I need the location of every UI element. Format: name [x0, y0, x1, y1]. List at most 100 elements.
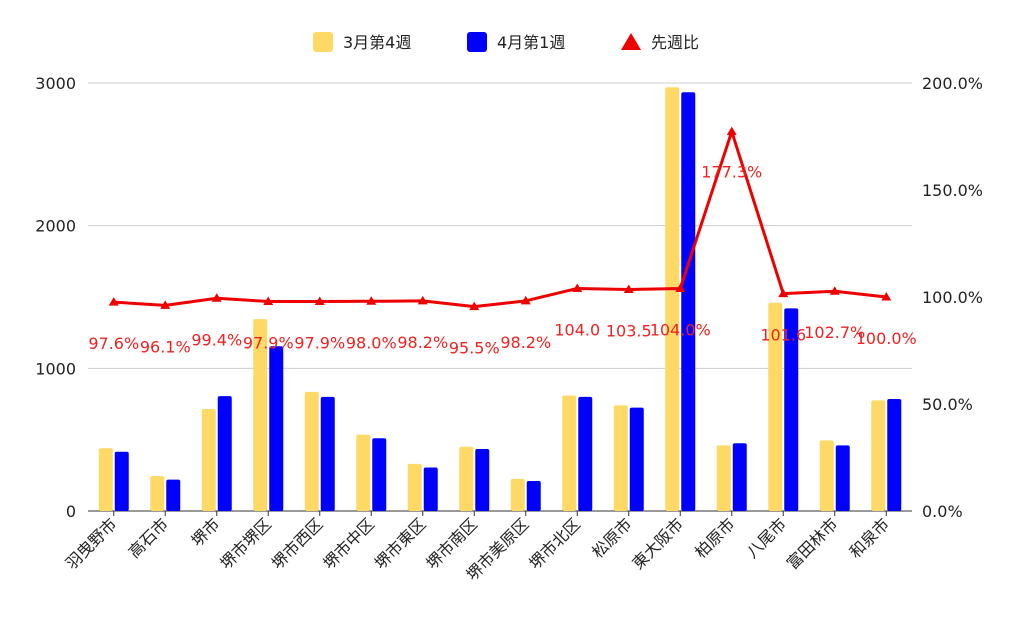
bar-series1: [201, 408, 216, 511]
legend-swatch: [467, 32, 487, 52]
bar-series1: [253, 319, 268, 511]
x-category-label: 羽曳野市: [62, 514, 121, 573]
ratio-data-label: 177.3%: [701, 163, 762, 182]
x-category-label: 柏原市: [691, 514, 738, 561]
bar-series1: [613, 405, 628, 511]
ratio-data-label: 104.0%: [650, 320, 711, 339]
x-category-label: 堺市北区: [525, 514, 584, 573]
ratio-data-label: 96.1%: [140, 337, 191, 356]
bar-series2: [835, 445, 850, 511]
ratio-line: [108, 126, 892, 311]
ratio-line-path: [113, 130, 887, 309]
ratio-data-label: 98.0%: [346, 333, 397, 352]
bar-series1: [768, 302, 783, 511]
x-category-label: 堺市西区: [268, 514, 327, 573]
x-category-label: 和泉市: [846, 514, 893, 561]
bar-series1: [150, 476, 165, 511]
bar-series2: [475, 448, 490, 511]
bar-series2: [423, 467, 438, 511]
x-category-label: 東大阪市: [628, 514, 687, 573]
ratio-data-label: 101.6: [760, 326, 806, 345]
x-category-label: 堺市堺区: [216, 514, 275, 573]
ratio-data-label: 95.5%: [449, 339, 500, 358]
legend-label: 4月第1週: [497, 33, 565, 52]
legend-swatch: [621, 33, 641, 50]
ratio-point: [726, 126, 737, 136]
ratio-point: [417, 295, 428, 305]
bar-series1: [459, 446, 474, 511]
ratio-point: [778, 288, 789, 298]
ratio-data-label: 97.6%: [88, 334, 139, 353]
ratio-data-label: 100.0%: [856, 329, 917, 348]
ratio-data-label: 98.2%: [397, 333, 448, 352]
bar-series1: [871, 400, 886, 511]
x-category-label: 高石市: [125, 514, 172, 561]
bar-series2: [166, 479, 181, 511]
legend-label: 先週比: [651, 33, 699, 52]
bar-series2: [320, 396, 335, 511]
ratio-point: [829, 286, 840, 295]
ratio-point: [469, 301, 480, 311]
bar-series1: [304, 391, 319, 511]
legend: 3月第4週 4月第1週 先週比: [313, 32, 699, 52]
bar-series1: [665, 87, 680, 511]
ratio-data-label: 99.4%: [191, 330, 242, 349]
ratio-point: [572, 283, 583, 292]
ratio-data-label: 98.2%: [500, 333, 551, 352]
ratio-data-label: 102.7%: [804, 323, 865, 342]
bar-series2: [887, 399, 902, 511]
bar-series1: [562, 395, 577, 511]
bar-series1: [716, 445, 731, 511]
left-tick-label: 2000: [35, 217, 76, 236]
x-category-label: 堺市東区: [371, 514, 430, 573]
bar-series1: [98, 448, 113, 511]
x-category-label: 堺市中区: [319, 514, 378, 573]
bar-series2: [217, 396, 232, 511]
legend-label: 3月第4週: [343, 33, 411, 52]
bar-series2: [578, 396, 593, 511]
x-category-label: 松原市: [588, 514, 635, 561]
ratio-point: [675, 283, 686, 292]
bars: [98, 87, 902, 512]
ratio-data-label: 97.9%: [294, 333, 345, 352]
data-labels: 97.6% 96.1% 99.4% 97.9% 97.9% 98.0% 98.2% 95.5%…: [88, 163, 916, 358]
bar-series2: [732, 443, 747, 511]
bar-series2: [629, 407, 644, 511]
right-tick-label: 150.0%: [922, 181, 983, 200]
bar-series1: [510, 478, 525, 511]
ratio-point: [520, 295, 531, 305]
left-tick-label: 1000: [35, 359, 76, 378]
ratio-point: [211, 293, 222, 302]
ratio-data-label: 97.9%: [243, 333, 294, 352]
bar-series1: [819, 440, 834, 511]
ratio-point: [160, 300, 171, 309]
ratio-data-label: 104.0: [554, 320, 600, 339]
x-category-label: 堺市: [188, 514, 224, 550]
left-tick-label: 3000: [35, 74, 76, 93]
right-tick-label: 200.0%: [922, 74, 983, 93]
bar-series2: [526, 481, 541, 511]
legend-swatch: [313, 32, 333, 52]
left-y-axis: 0 1000 2000 3000: [35, 74, 76, 521]
bar-series2: [681, 92, 696, 512]
right-y-axis: 0.0% 50.0% 100.0% 150.0% 200.0%: [922, 74, 983, 521]
bar-series2: [114, 451, 129, 511]
right-tick-label: 50.0%: [922, 395, 973, 414]
ratio-point: [314, 296, 325, 305]
ratio-point: [623, 284, 634, 294]
ratio-point: [366, 296, 377, 305]
bar-series1: [407, 463, 422, 511]
right-tick-label: 0.0%: [922, 502, 963, 521]
ratio-point: [263, 296, 274, 305]
bar-series2: [784, 308, 799, 511]
x-category-label: 富田林市: [783, 514, 842, 573]
left-tick-label: 0: [66, 502, 76, 521]
right-tick-label: 100.0%: [922, 288, 983, 307]
bar-series1: [356, 434, 371, 511]
ratio-point: [108, 297, 119, 306]
ratio-point: [881, 292, 892, 301]
ratio-data-label: 103.5: [606, 322, 652, 341]
bar-series2: [372, 438, 387, 511]
